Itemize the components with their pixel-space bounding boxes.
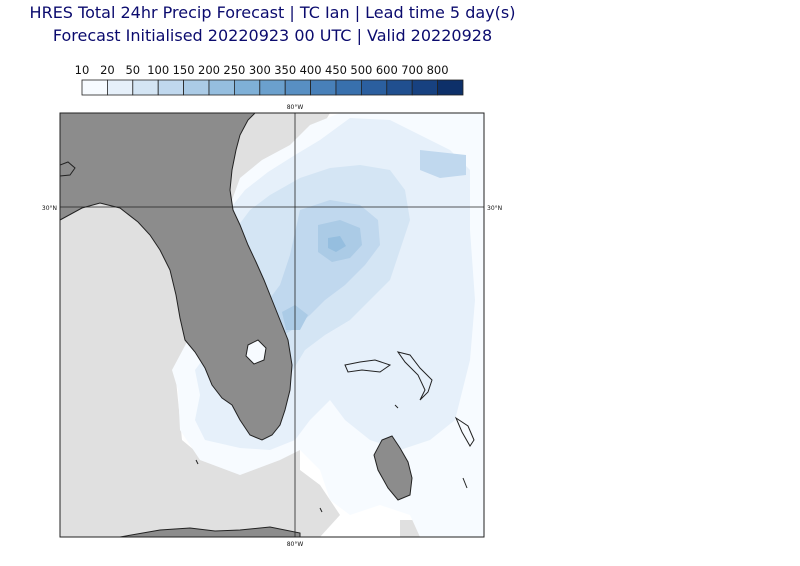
land-mass [60,113,301,537]
colorbar-swatch-14 [437,79,464,96]
colorbar-label-200: 200 [198,63,220,77]
colorbar-label-300: 300 [249,63,271,77]
colorbar-label-350: 350 [274,63,296,77]
map-frame [59,112,485,538]
lon-label-bottom: 80°W [287,541,304,548]
lon-label-top: 80°W [287,104,304,111]
lake-okeechobee [245,339,267,365]
colorbar-tick-labels: 10 20 50 100 150 200 250 300 350 400 450 500 600 700 8… [75,63,449,77]
lat-label-left: 30°N [42,205,57,212]
lat-label-right: 30°N [487,205,502,212]
bahamas-islands [195,351,475,513]
colorbar-label-450: 450 [325,63,347,77]
colorbar-label-250: 250 [223,63,245,77]
colorbar-label-10: 10 [75,63,90,77]
chart-title-line2: Forecast Initialised 20220923 00 UTC | V… [52,26,493,45]
colorbar-label-800: 800 [427,63,449,77]
colorbar-label-100: 100 [147,63,169,77]
colorbar-label-20: 20 [100,63,115,77]
colorbar-label-150: 150 [173,63,195,77]
colorbar-label-700: 700 [401,63,423,77]
colorbar-label-50: 50 [125,63,140,77]
chart-title-line1: HRES Total 24hr Precip Forecast | TC Ian… [29,3,516,22]
colorbar-swatches [81,79,464,96]
colorbar-label-600: 600 [376,63,398,77]
colorbar-label-400: 400 [300,63,322,77]
colorbar-label-500: 500 [350,63,372,77]
